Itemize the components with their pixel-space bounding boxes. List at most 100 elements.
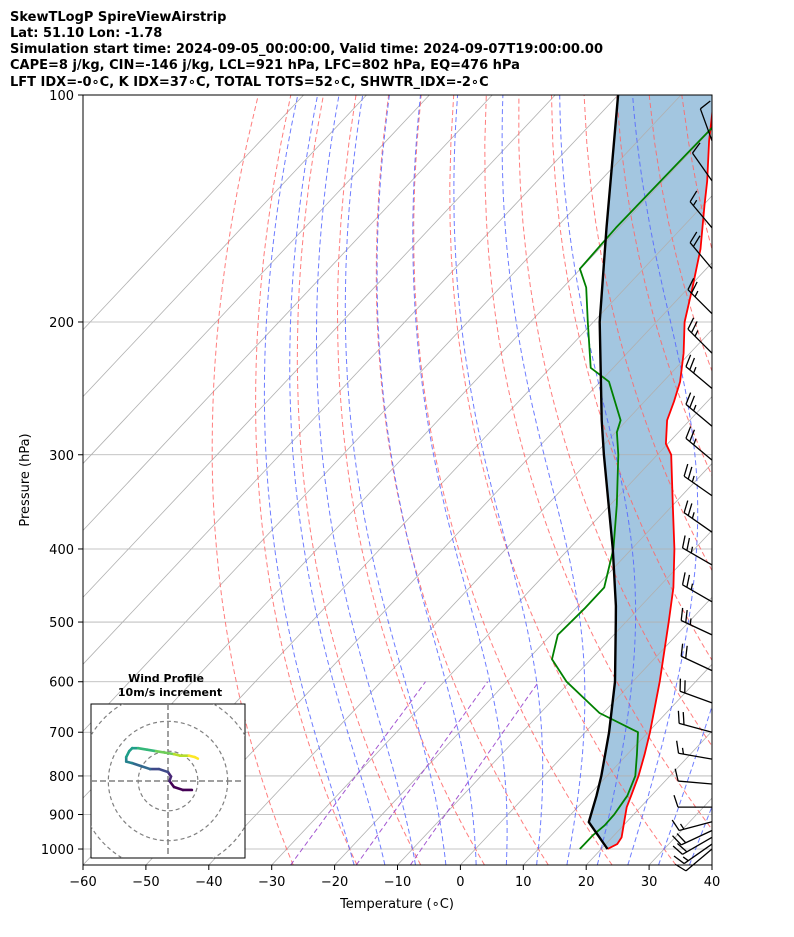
isotherm-line <box>83 95 619 665</box>
title-line-4: CAPE=8 j/kg, CIN=-146 j/kg, LCL=921 hPa,… <box>10 58 520 73</box>
isotherm-line <box>83 95 304 331</box>
isotherm-line <box>334 462 712 865</box>
wind-barb-flag <box>689 231 698 244</box>
wind-barb-staff <box>689 201 713 229</box>
moist-adiabat-line <box>688 805 712 865</box>
wind-barb-staff <box>685 437 713 461</box>
wind-barb-staff <box>691 152 713 182</box>
wind-barb-staff <box>678 780 713 785</box>
isotherm-line <box>83 95 430 465</box>
wind-barb-flag <box>699 100 711 110</box>
mixing-ratio-line <box>355 681 489 865</box>
moist-adiabat-line <box>559 95 637 865</box>
moist-adiabat-line <box>376 95 477 865</box>
y-tick-label: 400 <box>49 543 74 558</box>
y-tick-label: 1000 <box>41 843 74 858</box>
x-tick-label: −60 <box>69 875 96 890</box>
isotherm-line <box>397 529 712 865</box>
chart-title: SkewTLogP SpireViewAirstrip Lat: 51.10 L… <box>10 10 603 90</box>
hodograph-inset: Wind Profile 10m/s increment <box>90 672 246 859</box>
dry-adiabat-line <box>780 95 794 865</box>
wind-barb-flag <box>692 235 701 247</box>
wind-barb <box>685 354 713 389</box>
wind-barb-staff <box>687 328 713 354</box>
wind-barb-half-flag <box>692 199 698 206</box>
isotherm-line <box>83 95 682 732</box>
wind-barb-staff <box>678 821 713 832</box>
x-tick-label: 10 <box>515 875 532 890</box>
x-tick-label: 30 <box>641 875 658 890</box>
wind-barb-half-flag <box>689 618 692 625</box>
moist-adiabat-line <box>453 95 544 865</box>
wind-barb-flag <box>685 609 688 623</box>
wind-barb-flag <box>685 645 688 659</box>
wind-barb-flag <box>680 607 684 621</box>
wind-barb-flag <box>687 503 693 516</box>
title-line-5: LFT IDX=-0∘C, K IDX=37∘C, TOTAL TOTS=52∘… <box>10 75 489 90</box>
isotherm-grid <box>83 95 712 865</box>
moist-adiabats <box>263 95 794 865</box>
dewpoint-profile-line <box>551 126 712 850</box>
wind-barb-half-flag <box>693 438 697 445</box>
wind-barb <box>683 500 713 533</box>
moist-adiabat-line <box>344 95 447 865</box>
wind-barb-half-flag <box>694 290 699 298</box>
hodograph-segment <box>193 755 200 760</box>
wind-barb-flag <box>689 395 696 408</box>
y-tick-label: 600 <box>49 676 74 691</box>
wind-barb-flag <box>687 317 695 330</box>
wind-barb <box>699 100 713 141</box>
wind-barb <box>691 142 713 182</box>
x-tick-label: 40 <box>704 875 721 890</box>
wind-barb <box>683 463 713 497</box>
wind-barb-staff <box>699 108 713 141</box>
dry-adiabat-line <box>714 95 794 865</box>
wind-barb-half-flag <box>693 366 697 374</box>
wind-barb-flag <box>683 463 689 477</box>
wind-barb-half-flag <box>691 475 695 483</box>
dry-adiabat-line <box>375 95 549 865</box>
wind-barb-flag <box>672 845 683 855</box>
isotherm-line <box>523 663 712 865</box>
hodograph-segment <box>154 749 167 754</box>
wind-barb-flag <box>676 740 680 754</box>
moist-adiabat-line <box>720 95 794 865</box>
hodograph-title: Wind Profile <box>128 672 204 685</box>
wind-barb-flag <box>686 537 691 551</box>
dry-adiabat-line <box>296 95 422 865</box>
x-tick-label: 20 <box>578 875 595 890</box>
wind-barb-flag <box>690 281 698 294</box>
dry-adiabat-line <box>449 95 677 865</box>
wind-barb-staff <box>678 752 713 760</box>
cape-cin-shading <box>588 95 712 849</box>
x-tick-label: −20 <box>321 875 348 890</box>
wind-barb-half-flag <box>691 512 695 519</box>
hodograph-segment <box>172 785 185 792</box>
wind-barb-staff <box>680 619 713 636</box>
moist-adiabat-line <box>263 95 355 865</box>
wind-barb-flag <box>687 466 693 480</box>
mixing-ratio-lines <box>290 681 540 865</box>
isotherm-line <box>585 730 712 865</box>
hodograph-segment <box>139 764 152 771</box>
x-tick-label: −40 <box>195 875 222 890</box>
hodograph-segment <box>136 746 149 751</box>
moist-adiabat-line <box>658 704 712 865</box>
wind-barb-staff <box>680 655 713 672</box>
wind-barb-flag <box>683 500 689 513</box>
moist-adiabat-line <box>316 95 416 865</box>
wind-barb-staff <box>678 722 713 733</box>
wind-barb <box>681 535 713 566</box>
wind-barb <box>689 231 713 270</box>
wind-barb <box>679 678 713 704</box>
wind-barb <box>687 278 713 315</box>
hodograph-segment <box>157 767 170 774</box>
isotherm-line <box>83 95 367 398</box>
wind-barb <box>680 607 713 636</box>
title-line-1: SkewTLogP SpireViewAirstrip <box>10 10 226 25</box>
isotherm-line <box>208 329 712 865</box>
wind-barb-flag <box>674 863 687 872</box>
y-axis: 100 200 300 400 500 600 700 800 900 1000 <box>41 89 83 858</box>
wind-barb <box>674 848 713 872</box>
wind-barb <box>685 392 713 427</box>
